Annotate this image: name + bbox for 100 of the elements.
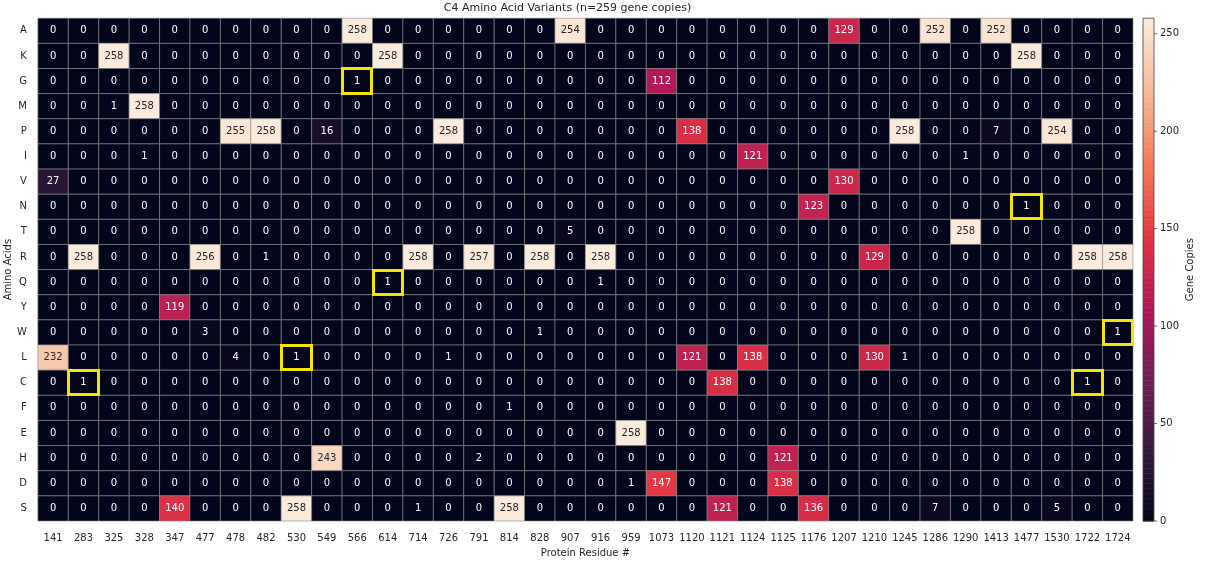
data-label: 1 — [1023, 200, 1030, 212]
data-label: 0 — [719, 74, 726, 86]
data-label: 0 — [171, 451, 178, 463]
data-label: 0 — [810, 250, 817, 262]
data-label: 0 — [779, 124, 787, 136]
data-label: 0 — [962, 502, 969, 514]
data-label: 0 — [567, 275, 574, 287]
data-label: 258 — [378, 49, 398, 61]
data-label: 0 — [840, 401, 848, 413]
data-label: 0 — [597, 74, 604, 86]
data-label: 0 — [384, 300, 391, 312]
data-label: 0 — [506, 200, 513, 212]
x-tick-label: 1073 — [648, 531, 675, 543]
data-label: 0 — [1114, 451, 1121, 463]
data-label: 258 — [347, 24, 367, 36]
data-label: 0 — [445, 275, 452, 287]
data-label: 0 — [141, 225, 148, 237]
data-label: 0 — [779, 200, 787, 212]
data-label: 0 — [384, 451, 391, 463]
data-label: 0 — [49, 376, 57, 388]
data-label: 0 — [932, 74, 939, 86]
data-label: 0 — [901, 225, 909, 237]
data-label: 0 — [202, 124, 209, 136]
data-label: 0 — [901, 99, 909, 111]
data-label: 0 — [354, 175, 361, 187]
data-label: 0 — [49, 250, 57, 262]
color-bar-label: 100 — [1160, 319, 1180, 331]
data-label: 0 — [262, 300, 270, 312]
data-label: 0 — [779, 502, 787, 514]
data-label: 0 — [536, 351, 543, 363]
data-label: 252 — [925, 24, 945, 36]
data-label: 0 — [597, 175, 604, 187]
data-label: 0 — [141, 502, 148, 514]
data-label: 0 — [658, 49, 665, 61]
data-label: 0 — [1084, 150, 1091, 162]
x-tick-label: 959 — [621, 531, 641, 543]
data-label: 0 — [293, 275, 300, 287]
data-label: 0 — [323, 275, 331, 287]
data-label: 0 — [810, 426, 817, 438]
data-label: 0 — [749, 99, 756, 111]
data-label: 0 — [354, 326, 361, 338]
data-label: 1 — [1114, 326, 1121, 338]
data-label: 0 — [810, 451, 817, 463]
data-label: 121 — [682, 351, 702, 363]
data-label: 0 — [658, 275, 665, 287]
data-label: 0 — [80, 426, 87, 438]
data-label: 0 — [749, 175, 756, 187]
data-label: 0 — [567, 351, 574, 363]
data-label: 0 — [840, 250, 848, 262]
data-label: 0 — [597, 49, 604, 61]
data-label: 0 — [141, 124, 148, 136]
data-label: 0 — [840, 99, 848, 111]
data-label: 258 — [104, 49, 124, 61]
data-label: 0 — [202, 175, 209, 187]
data-label: 0 — [1114, 376, 1121, 388]
data-label: 0 — [992, 476, 1000, 488]
x-tick-label: 791 — [469, 531, 489, 543]
x-tick-label: 482 — [256, 531, 276, 543]
data-label: 0 — [871, 451, 878, 463]
data-label: 0 — [1023, 275, 1030, 287]
data-label: 0 — [506, 426, 513, 438]
data-label: 0 — [1053, 200, 1061, 212]
data-label: 0 — [293, 376, 300, 388]
data-label: 0 — [384, 351, 391, 363]
data-label: 0 — [202, 225, 209, 237]
data-label: 0 — [749, 200, 756, 212]
data-label: 0 — [293, 326, 300, 338]
data-label: 258 — [439, 124, 459, 136]
x-tick-label: 828 — [530, 531, 550, 543]
data-label: 0 — [840, 351, 848, 363]
data-label: 0 — [49, 476, 57, 488]
data-label: 0 — [141, 200, 148, 212]
data-label: 0 — [293, 401, 300, 413]
data-label: 0 — [688, 99, 696, 111]
data-label: 0 — [110, 150, 118, 162]
data-label: 0 — [627, 401, 635, 413]
data-label: 0 — [567, 426, 574, 438]
data-label: 0 — [627, 351, 635, 363]
x-tick-label: 1477 — [1013, 531, 1040, 543]
data-label: 0 — [110, 200, 118, 212]
data-label: 0 — [901, 401, 909, 413]
x-axis-title: Protein Residue # — [540, 546, 631, 558]
data-label: 0 — [384, 200, 391, 212]
data-label: 0 — [80, 502, 87, 514]
data-label: 0 — [719, 124, 726, 136]
data-label: 0 — [293, 175, 300, 187]
data-label: 0 — [992, 74, 1000, 86]
data-label: 0 — [1023, 150, 1030, 162]
data-label: 0 — [627, 502, 635, 514]
data-label: 0 — [1023, 401, 1030, 413]
data-label: 0 — [110, 225, 118, 237]
data-label: 0 — [49, 401, 57, 413]
data-label: 0 — [627, 99, 635, 111]
data-label: 0 — [658, 24, 665, 36]
data-label: 0 — [719, 401, 726, 413]
data-label: 0 — [962, 426, 969, 438]
data-label: 0 — [49, 49, 57, 61]
data-label: 0 — [445, 502, 452, 514]
data-label: 0 — [779, 24, 787, 36]
data-label: 0 — [323, 476, 331, 488]
